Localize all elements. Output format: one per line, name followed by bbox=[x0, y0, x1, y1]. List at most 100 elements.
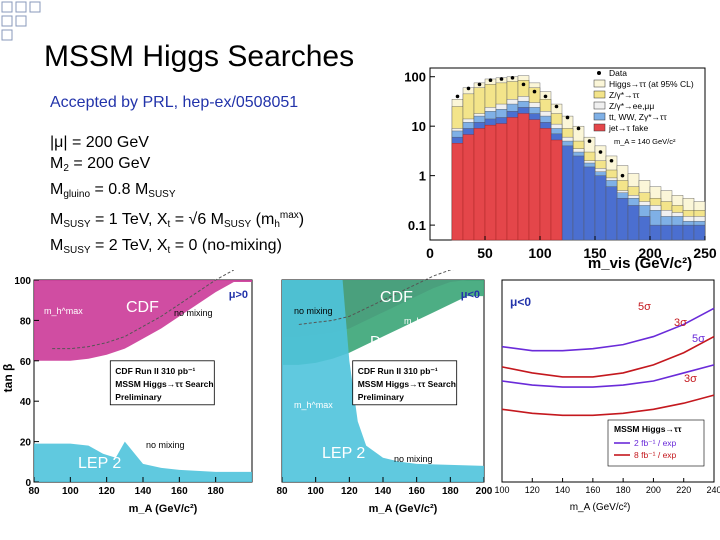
y-tick-label: 1 bbox=[419, 169, 426, 184]
legend-title: MSSM Higgs→ττ bbox=[614, 424, 682, 434]
mvis-histogram: 0 50 100 150 200 250 0.1 1 10 100 m_vis (GeV/c²) Da… bbox=[404, 67, 717, 272]
legend-swatch bbox=[593, 90, 606, 99]
x-axis-label: m_A (GeV/c²) bbox=[369, 503, 438, 515]
region-label: no mixing bbox=[294, 306, 333, 316]
info-box-line: Preliminary bbox=[358, 392, 405, 402]
legend-swatch bbox=[593, 112, 606, 121]
data-point bbox=[488, 78, 493, 83]
x-tick-label: 150 bbox=[583, 245, 607, 261]
parameter-text: = √6 M bbox=[170, 211, 224, 228]
y-tick-label: 80 bbox=[20, 316, 32, 327]
parameter-text: = 2 TeV, X bbox=[90, 237, 168, 254]
data-point bbox=[598, 150, 603, 154]
x-tick-label: 100 bbox=[528, 245, 552, 261]
hist-bar bbox=[649, 224, 662, 241]
data-point bbox=[532, 89, 537, 94]
corner-label: μ<0 bbox=[510, 295, 531, 309]
projection-plot: 5σ 3σ 5σ 3σ μ<0 MSSM Higgs→ττ 2 fb⁻¹ / exp 8 fb… bbox=[494, 279, 720, 513]
parameter-line: MSUSY = 2 TeV, Xt = 0 (no-mixing) bbox=[50, 235, 304, 261]
x-tick-label: 200 bbox=[646, 485, 661, 495]
info-box-line: CDF Run II 310 pb⁻¹ bbox=[358, 366, 438, 376]
mhmax-label: m_h^max bbox=[44, 394, 83, 404]
info-box bbox=[352, 360, 458, 406]
x-tick-label: 100 bbox=[307, 486, 324, 497]
hist-bar bbox=[528, 119, 541, 241]
parameter-text: | = 200 GeV bbox=[63, 134, 149, 151]
curve-label: 3σ bbox=[674, 317, 687, 329]
hist-bar bbox=[572, 155, 585, 241]
hist-bar bbox=[660, 224, 673, 241]
x-tick-label: 200 bbox=[638, 245, 662, 261]
legend-label: 2 fb⁻¹ / exp bbox=[634, 438, 677, 448]
hist-bar bbox=[484, 124, 497, 241]
legend-marker bbox=[597, 71, 601, 75]
parameter-list: |μ| = 200 GeV M2 = 200 GeV Mgluino = 0.8 M… bbox=[50, 132, 304, 261]
x-tick-label: 120 bbox=[98, 486, 115, 497]
y-tick-label: 100 bbox=[14, 276, 31, 287]
data-point bbox=[499, 77, 504, 81]
hist-bar bbox=[627, 205, 640, 241]
y-tick-label: 10 bbox=[412, 119, 426, 134]
legend-swatch bbox=[593, 123, 606, 132]
legend-label: Z/γ*→ee,μμ bbox=[609, 101, 654, 111]
x-tick-label: 0 bbox=[426, 245, 434, 261]
data-point bbox=[455, 94, 460, 99]
parameter-text: = 0 (no-mixing) bbox=[170, 237, 282, 254]
parameter-text: SUSY bbox=[63, 219, 91, 230]
parameter-line: M2 = 200 GeV bbox=[50, 153, 304, 179]
parameter-text: max bbox=[279, 210, 299, 221]
parameter-text: = 0.8 M bbox=[90, 181, 149, 198]
parameter-text: = 200 GeV bbox=[68, 155, 151, 172]
projection-curve bbox=[501, 394, 715, 417]
legend-label: Z/γ*→ττ bbox=[609, 90, 640, 100]
x-tick-label: 180 bbox=[207, 486, 224, 497]
parameter-text: | bbox=[50, 134, 55, 151]
y-tick-label: 60 bbox=[20, 357, 32, 368]
region-label: CDF bbox=[380, 289, 413, 306]
x-axis-label: m_A (GeV/c²) bbox=[129, 503, 198, 515]
hist-bar bbox=[473, 128, 486, 241]
x-tick-label: 50 bbox=[477, 245, 493, 261]
info-box bbox=[109, 360, 215, 406]
x-tick-label: 120 bbox=[525, 485, 540, 495]
parameter-text: SUSY bbox=[63, 245, 91, 256]
projection-curve bbox=[501, 307, 715, 352]
hist-bar bbox=[561, 145, 574, 241]
corner-label: μ<0 bbox=[461, 289, 480, 301]
region-label: LEP 2 bbox=[322, 445, 365, 462]
info-box-line: MSSM Higgs→ττ Search bbox=[358, 379, 456, 389]
exclusion-region-cdf bbox=[34, 280, 252, 361]
x-tick-label: 250 bbox=[693, 245, 717, 261]
info-box-line: Preliminary bbox=[115, 392, 162, 402]
mass-annotation: m_A = 140 GeV/c² bbox=[614, 137, 676, 146]
data-point bbox=[609, 158, 614, 163]
x-tick-label: 220 bbox=[676, 485, 691, 495]
x-tick-label: 160 bbox=[585, 485, 600, 495]
info-box-line: CDF Run II 310 pb⁻¹ bbox=[115, 366, 195, 376]
y-tick-label: 40 bbox=[20, 397, 32, 408]
x-tick-label: 160 bbox=[171, 486, 188, 497]
legend-label: Higgs→ττ (at 95% CL) bbox=[609, 79, 694, 89]
hist-bar bbox=[616, 197, 629, 241]
data-point bbox=[576, 126, 581, 131]
corner-label: μ>0 bbox=[229, 289, 248, 301]
hist-bar bbox=[539, 128, 552, 241]
projection-curve bbox=[501, 364, 715, 388]
y-tick-label: 0 bbox=[25, 478, 31, 489]
parameter-text: t bbox=[167, 219, 171, 230]
corner-decoration bbox=[1, 1, 41, 41]
hist-bar bbox=[451, 143, 464, 241]
hist-bar bbox=[594, 175, 607, 241]
legend-label: 8 fb⁻¹ / exp bbox=[634, 450, 677, 460]
legend-swatch bbox=[593, 79, 606, 88]
region-label: LEP 2 bbox=[78, 455, 121, 472]
data-point bbox=[620, 173, 625, 178]
exclusion-region-lep2 bbox=[34, 441, 252, 482]
hist-bar bbox=[462, 134, 475, 241]
data-point bbox=[543, 94, 548, 99]
parameter-text: (m bbox=[251, 211, 275, 228]
hist-bar bbox=[693, 224, 706, 241]
parameter-text: M bbox=[50, 211, 64, 228]
data-point bbox=[521, 82, 526, 87]
mhmax-label: m_h^max bbox=[44, 306, 83, 316]
